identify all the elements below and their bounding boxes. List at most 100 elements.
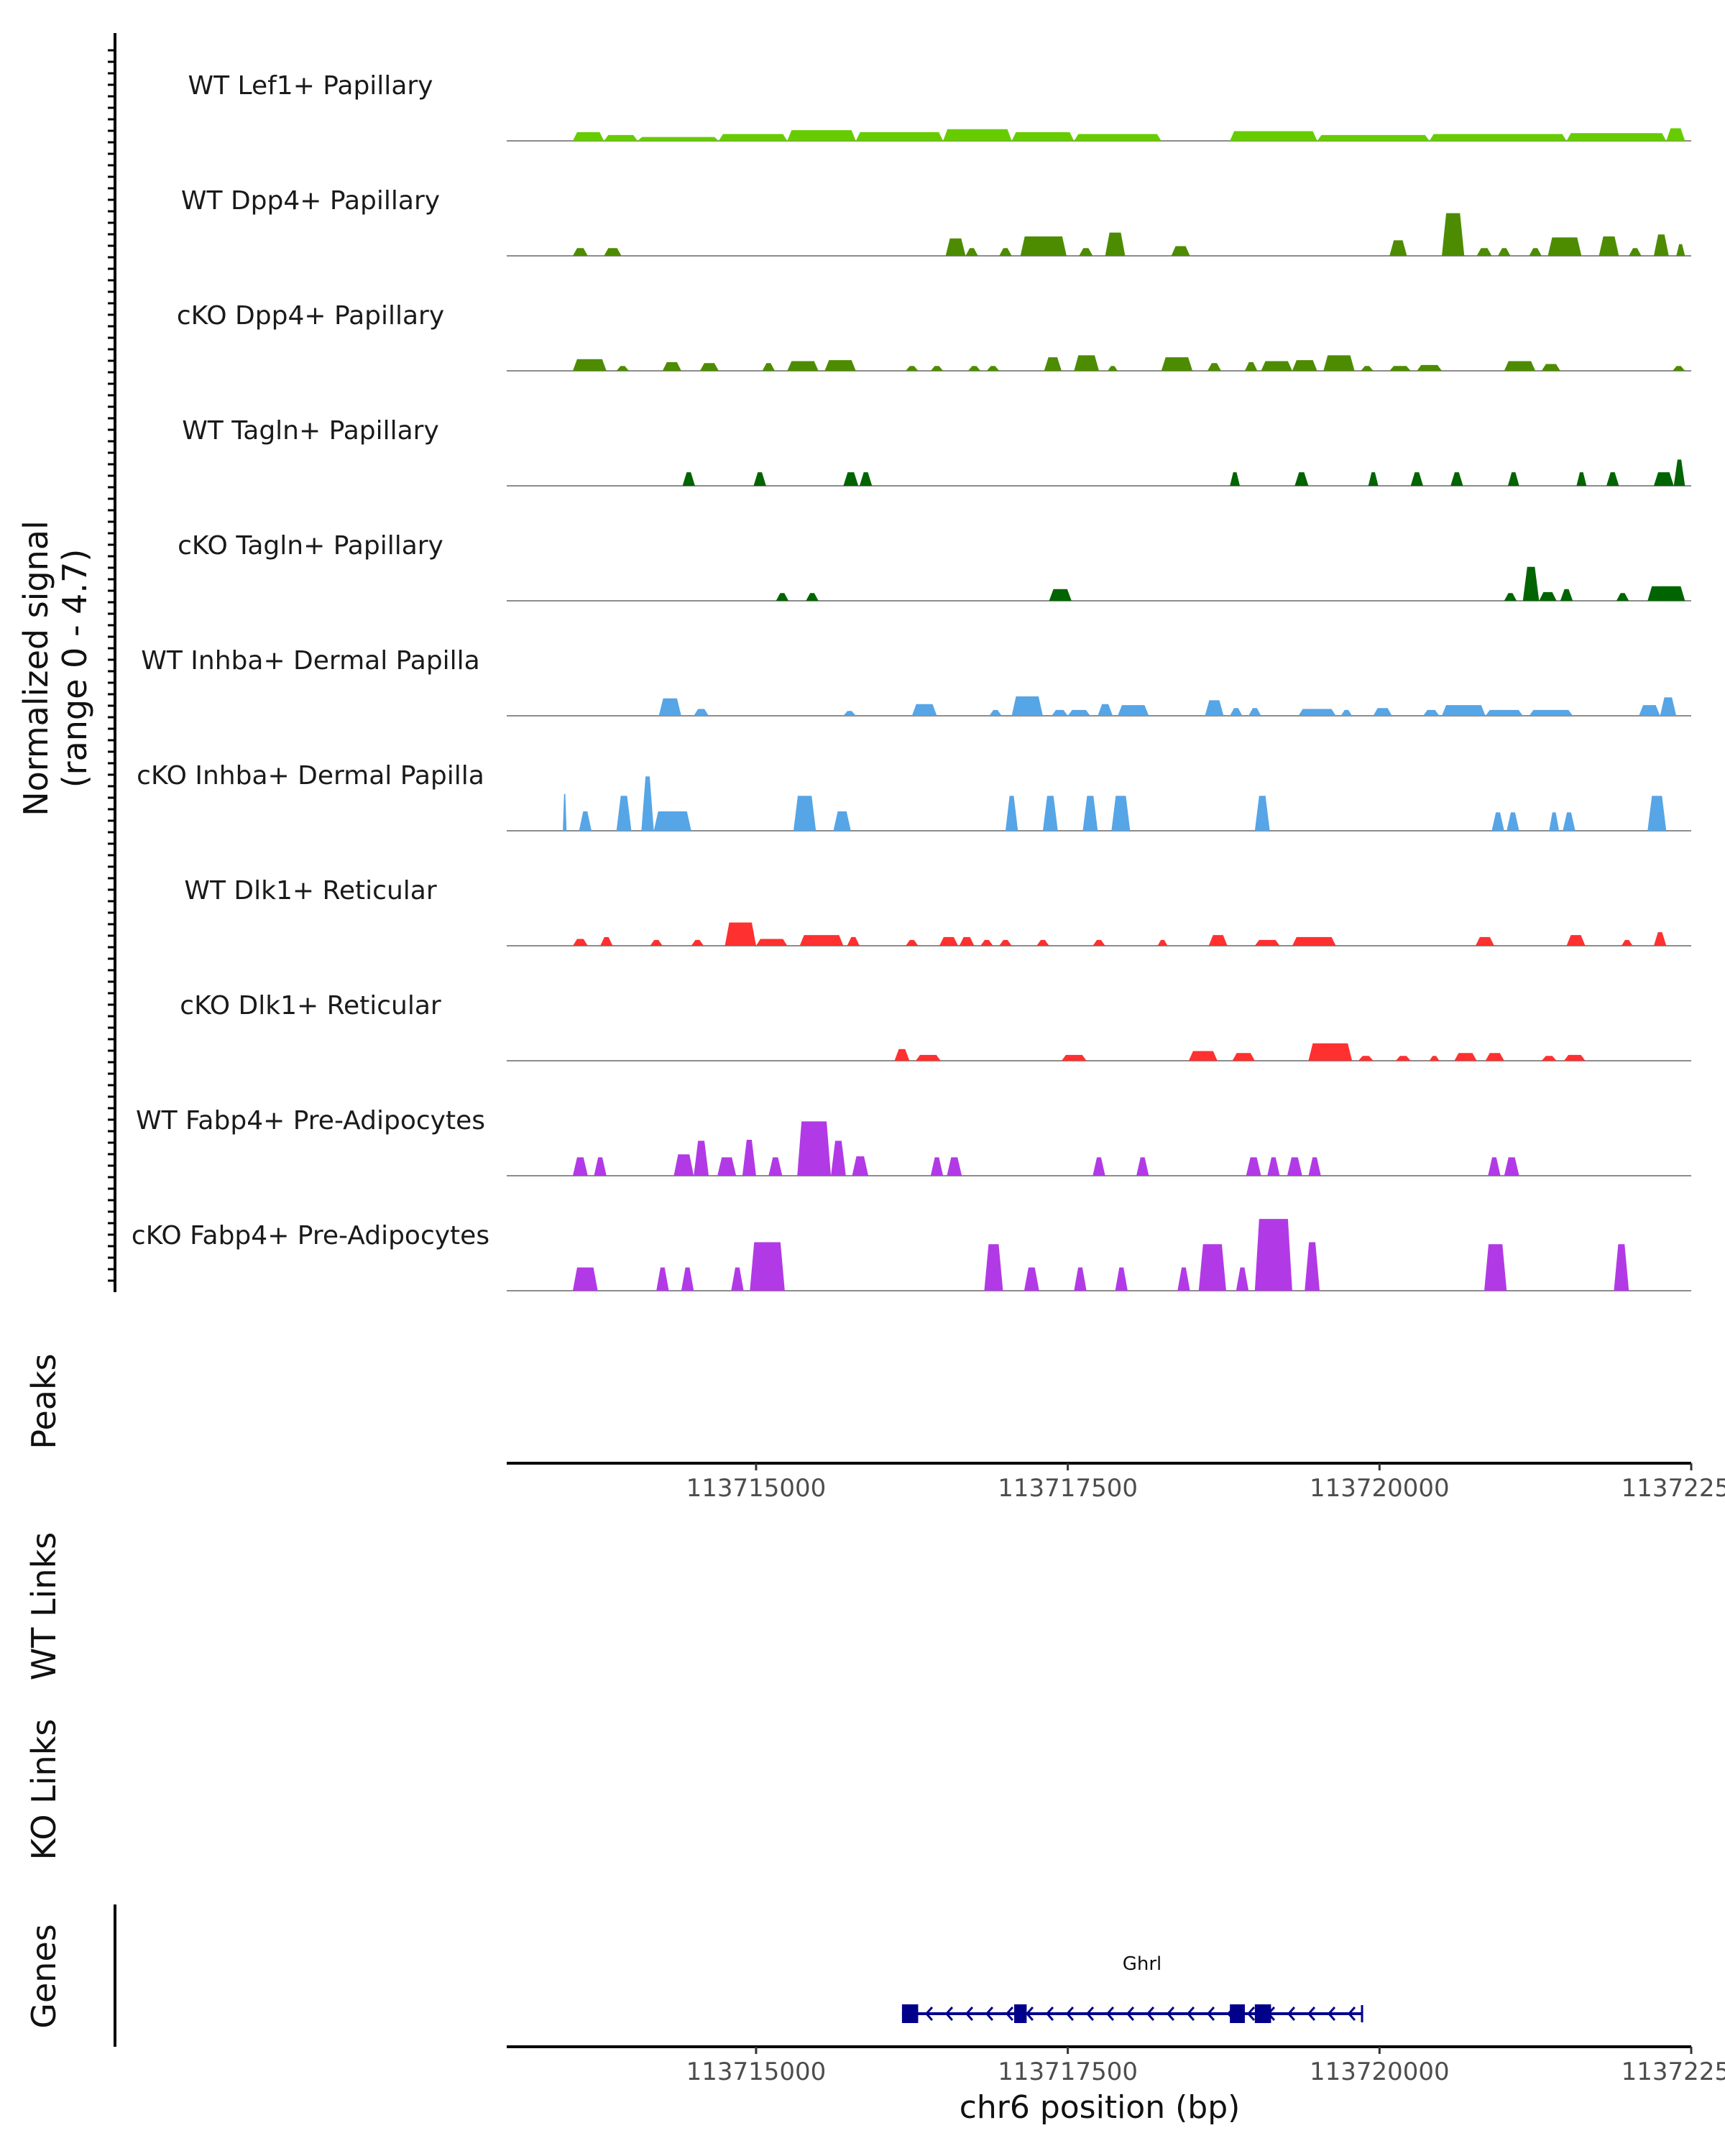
gene-exon bbox=[1230, 2004, 1245, 2023]
coverage-peak bbox=[718, 134, 788, 141]
coverage-peak bbox=[1614, 1244, 1629, 1291]
track-label: cKO Fabp4+ Pre-Adipocytes bbox=[132, 1221, 489, 1250]
strand-arrow bbox=[1287, 2007, 1296, 2021]
coverage-peak bbox=[1115, 1267, 1128, 1291]
coverage-peak bbox=[1244, 361, 1258, 371]
coverage-peak bbox=[1287, 1157, 1302, 1176]
coverage-peak bbox=[1504, 593, 1517, 601]
coverage-peak bbox=[1074, 1267, 1087, 1291]
track-6: cKO Inhba+ Dermal Papilla bbox=[137, 761, 1691, 831]
coverage-peak bbox=[1541, 364, 1560, 371]
coverage-peak bbox=[989, 709, 1002, 716]
coverage-peak bbox=[1529, 709, 1573, 716]
coverage-peak bbox=[1308, 1043, 1353, 1061]
gene-track: Ghrl bbox=[901, 1953, 1363, 2023]
gene-name-label: Ghrl bbox=[1123, 1953, 1162, 1975]
coverage-peak bbox=[915, 1054, 941, 1061]
coverage-peak bbox=[600, 936, 613, 946]
coverage-peak bbox=[1207, 363, 1222, 371]
coverage-peak bbox=[1442, 705, 1486, 716]
coverage-peak bbox=[980, 939, 993, 946]
coverage-peak bbox=[691, 939, 704, 946]
coverage-peak bbox=[1676, 244, 1685, 256]
gene-exon bbox=[901, 2004, 919, 2023]
coverage-peak bbox=[694, 709, 709, 716]
coverage-peak bbox=[1442, 213, 1465, 256]
coverage-peak bbox=[1205, 700, 1224, 716]
coverage-peak bbox=[1476, 248, 1492, 256]
x-tick-label: 113715000 bbox=[686, 2058, 827, 2086]
x-tick-label: 113720000 bbox=[1310, 2058, 1450, 2086]
coverage-peak bbox=[1049, 589, 1072, 601]
coverage-peak bbox=[616, 366, 630, 371]
coverage-peak bbox=[1171, 246, 1190, 256]
track-5: WT Inhba+ Dermal Papilla bbox=[141, 646, 1691, 717]
coverage-peak bbox=[1504, 1157, 1519, 1176]
coverage-peak bbox=[1450, 472, 1463, 486]
coverage-peak bbox=[750, 1242, 785, 1291]
coverage-peak bbox=[1267, 1157, 1280, 1176]
coverage-peak bbox=[579, 811, 592, 831]
coverage-peak bbox=[1598, 236, 1619, 256]
gene-exon bbox=[1254, 2004, 1271, 2023]
coverage-peak bbox=[943, 129, 1012, 141]
coverage-peak bbox=[572, 248, 588, 256]
strand-arrow bbox=[1347, 2007, 1356, 2021]
strand-arrow bbox=[1085, 2007, 1095, 2021]
coverage-peak bbox=[787, 361, 819, 371]
strand-arrow bbox=[1105, 2007, 1115, 2021]
y-axis-range: (range 0 - 4.7) bbox=[55, 549, 94, 788]
coverage-peak bbox=[1074, 355, 1099, 371]
coverage-peak bbox=[742, 1140, 756, 1176]
coverage-peak bbox=[986, 366, 1000, 371]
x-tick-label: 113720000 bbox=[1310, 1474, 1450, 1503]
coverage-peak bbox=[1254, 796, 1270, 831]
coverage-peak bbox=[1475, 936, 1494, 946]
coverage-peak bbox=[1294, 472, 1309, 486]
coverage-peak bbox=[1506, 812, 1519, 831]
strand-arrow bbox=[1186, 2007, 1195, 2021]
coverage-peak bbox=[1485, 709, 1523, 716]
coverage-peak bbox=[673, 1154, 694, 1176]
coverage-peak bbox=[604, 134, 638, 141]
coverage-peak bbox=[662, 361, 681, 371]
coverage-peak bbox=[1161, 357, 1193, 371]
coverage-peak bbox=[1373, 708, 1392, 716]
coverage-peak bbox=[1340, 709, 1353, 716]
y-axis-title: Normalized signal bbox=[17, 520, 55, 816]
coverage-peak bbox=[1305, 1242, 1320, 1291]
coverage-peak bbox=[1410, 472, 1424, 486]
coverage-peak bbox=[658, 698, 681, 716]
coverage-peak bbox=[681, 1267, 694, 1291]
coverage-peak bbox=[572, 359, 607, 371]
strand-arrow bbox=[1246, 2007, 1256, 2021]
coverage-peak bbox=[1429, 134, 1567, 141]
coverage-peak bbox=[604, 248, 622, 256]
coverage-peak bbox=[1484, 1244, 1507, 1291]
coverage-peak bbox=[1230, 472, 1241, 486]
coverage-peak bbox=[1507, 472, 1519, 486]
track-label: WT Dlk1+ Reticular bbox=[184, 876, 436, 906]
strand-arrow bbox=[985, 2007, 994, 2021]
track-0: WT Lef1+ Papillary bbox=[188, 71, 1691, 142]
track-label: WT Fabp4+ Pre-Adipocytes bbox=[136, 1106, 485, 1135]
coverage-peak bbox=[1067, 709, 1090, 716]
coverage-peak bbox=[1308, 1157, 1321, 1176]
coverage-peak bbox=[1061, 1054, 1087, 1061]
coverage-peak bbox=[1454, 1053, 1477, 1061]
strand-arrow bbox=[1005, 2007, 1014, 2021]
coverage-peak bbox=[1198, 1244, 1226, 1291]
coverage-peak bbox=[1254, 939, 1280, 946]
coverage-peak bbox=[616, 796, 632, 831]
coverage-peak bbox=[1488, 1157, 1501, 1176]
strand-arrow bbox=[1166, 2007, 1175, 2021]
track-10: cKO Fabp4+ Pre-Adipocytes bbox=[132, 1219, 1691, 1291]
coverage-peak bbox=[1653, 932, 1667, 946]
coverage-peak bbox=[694, 1141, 709, 1176]
x-axis-title: chr6 position (bp) bbox=[960, 2089, 1241, 2126]
coverage-peak bbox=[1653, 472, 1674, 486]
strand-arrow bbox=[1045, 2007, 1054, 2021]
coverage-peak bbox=[1011, 132, 1075, 141]
coverage-peak bbox=[1292, 936, 1336, 946]
coverage-peak bbox=[1230, 708, 1243, 716]
